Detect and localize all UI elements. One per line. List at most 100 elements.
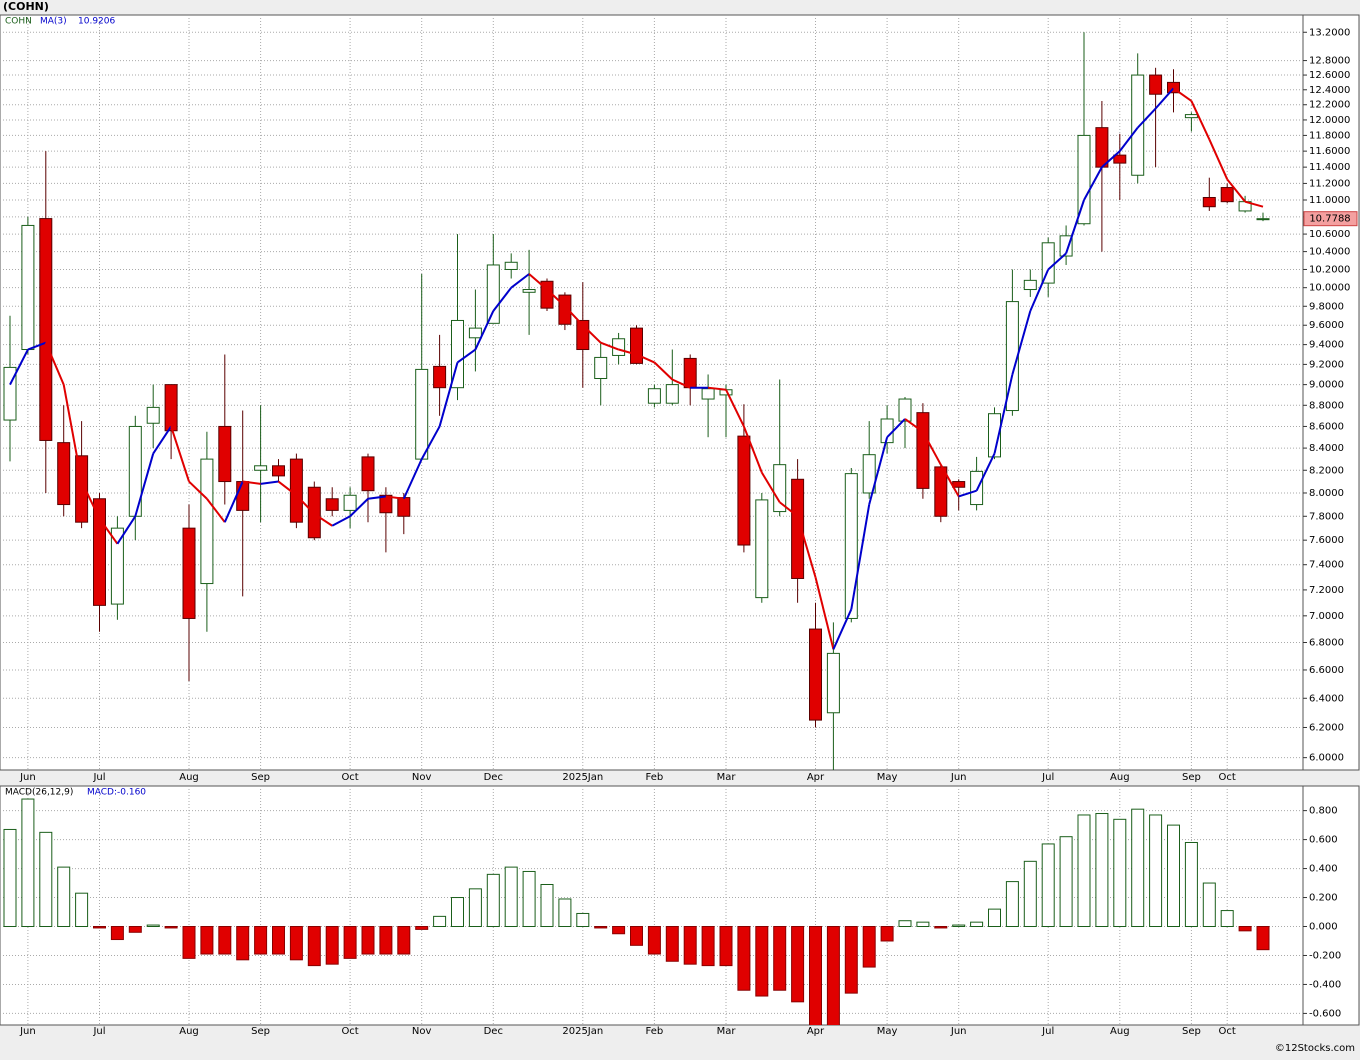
candle-body [934, 466, 948, 517]
ma-line [170, 426, 190, 482]
macd-bar [665, 926, 679, 962]
ma-line [796, 515, 817, 578]
ma-line [939, 464, 960, 497]
y-tick-label: 9.0000 [1309, 380, 1344, 391]
y-tick-label: 11.8000 [1309, 130, 1350, 141]
candle-body [254, 465, 268, 471]
macd-bar [791, 926, 805, 1003]
y-tick-label: 7.0000 [1309, 611, 1344, 622]
y-tick-label: -0.600 [1309, 1008, 1341, 1019]
x-tick-label: Jul [92, 1026, 105, 1037]
candle-body [809, 628, 822, 721]
macd-bar [1113, 818, 1127, 928]
ma-line [832, 608, 853, 650]
candle-body [898, 398, 912, 422]
macd-bar [1059, 836, 1073, 928]
macd-bar [146, 924, 160, 928]
candle-body [1184, 114, 1198, 119]
candle-body [415, 368, 429, 460]
ma-line [850, 504, 871, 610]
ma-line [760, 471, 781, 503]
macd-bar [182, 926, 196, 959]
candle-body [146, 406, 160, 424]
macd-bar [970, 921, 984, 928]
x-tick-label: Jul [1041, 772, 1054, 783]
y-tick-label: 7.2000 [1309, 585, 1344, 596]
macd-bar [683, 926, 697, 965]
macd-bar [236, 926, 250, 961]
x-tick-label: Aug [179, 772, 199, 783]
y-tick-label: 8.0000 [1309, 488, 1344, 499]
candle-body [289, 458, 303, 523]
footer: ©12Stocks.com [1275, 1043, 1355, 1054]
macd-bar [504, 866, 518, 928]
ma-line [868, 436, 889, 505]
y-tick-label: 7.4000 [1309, 560, 1344, 571]
macd-bar [934, 926, 948, 929]
x-tick-label: Oct [1219, 772, 1236, 783]
candle-body [200, 458, 214, 585]
candle-body [826, 652, 840, 714]
macd-bar [952, 924, 966, 928]
macd-axis [1302, 785, 1360, 1026]
candle-body [325, 498, 339, 511]
macd-bar [522, 870, 536, 928]
x-tick-label: Dec [484, 772, 503, 783]
candle-body [594, 356, 608, 380]
candle-body [433, 365, 447, 389]
macd-bar [594, 926, 608, 929]
y-tick-label: 0.600 [1309, 835, 1338, 846]
ma-line [582, 324, 602, 344]
candle-body [379, 494, 393, 514]
macd-bar [93, 926, 106, 929]
ma-line [223, 481, 244, 523]
x-tick-label: Jun [950, 1026, 967, 1037]
macd-bar [21, 798, 35, 928]
ma-line [295, 494, 316, 515]
ma-line [1208, 138, 1229, 180]
macd-bar [39, 831, 53, 928]
candle-body [236, 481, 250, 511]
candle-body [683, 357, 697, 389]
ma-line [975, 453, 996, 492]
macd-bar [540, 883, 554, 928]
x-tick-label: Aug [179, 1026, 199, 1037]
last-price: 10.7788 [1309, 214, 1350, 225]
ma-line [958, 489, 977, 498]
x-tick-label: Aug [1110, 1026, 1130, 1037]
y-tick-label: 8.2000 [1309, 465, 1344, 476]
macd-bar [558, 898, 572, 928]
legend-value: 10.9206 [78, 17, 115, 27]
ma-line [206, 498, 226, 523]
x-tick-label: Dec [484, 1026, 503, 1037]
x-tick-label: Jul [92, 772, 105, 783]
x-tick-label: May [877, 1026, 898, 1037]
ma-line [725, 389, 745, 427]
y-tick-label: 9.4000 [1309, 340, 1344, 351]
macd-bar [612, 926, 626, 935]
macd-bar [630, 926, 643, 946]
y-tick-label: 6.4000 [1309, 693, 1344, 704]
candle-body [988, 413, 1001, 458]
ma-line [420, 425, 441, 460]
candle-body [57, 442, 71, 506]
macd-bar [809, 926, 822, 1025]
y-tick-label: 6.8000 [1309, 637, 1344, 648]
ma-line [152, 425, 172, 455]
y-tick-label: 8.6000 [1309, 421, 1344, 432]
candle-body [1113, 154, 1127, 164]
ma-line [510, 273, 530, 289]
ma-line [62, 384, 83, 482]
y-tick-label: 11.4000 [1309, 162, 1350, 173]
ma-line [904, 418, 924, 433]
candle-body [1167, 81, 1180, 94]
ma-line [886, 418, 906, 438]
ma-line [600, 341, 619, 351]
macd-bar [433, 915, 447, 928]
x-tick-label: Oct [1219, 1026, 1236, 1037]
macd-bar [415, 926, 429, 930]
candle-body [75, 455, 89, 523]
macd-bar [898, 920, 912, 928]
ma-line [779, 501, 799, 518]
macd-bar [755, 926, 769, 997]
